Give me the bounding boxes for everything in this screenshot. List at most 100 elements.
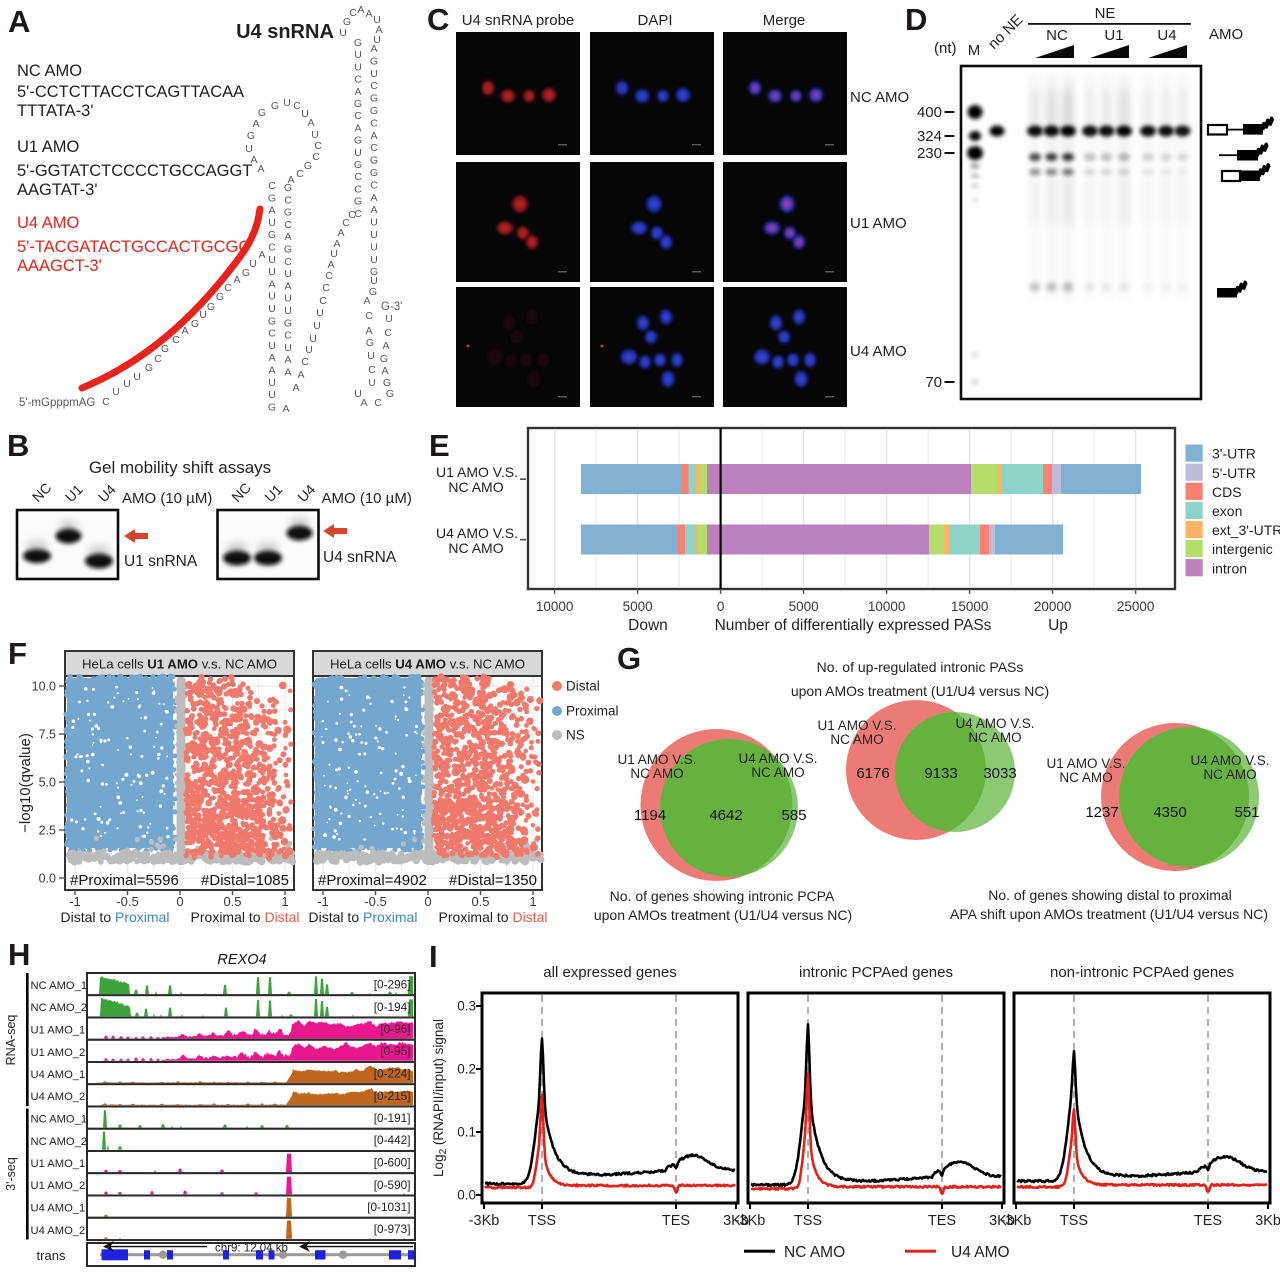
svg-text:Merge: Merge [763, 12, 806, 29]
svg-text:G: G [271, 100, 279, 112]
svg-text:F: F [8, 636, 27, 671]
svg-text:U: U [373, 14, 381, 26]
svg-text:G: G [354, 159, 362, 171]
svg-text:AMO: AMO [1209, 26, 1243, 43]
svg-text:Gel mobility shift assays: Gel mobility shift assays [89, 458, 271, 477]
svg-text:A: A [252, 118, 259, 130]
svg-text:G: G [284, 207, 292, 219]
svg-text:intronic PCPAed genes: intronic PCPAed genes [799, 964, 953, 981]
svg-text:NC AMO_2: NC AMO_2 [31, 1136, 88, 1148]
svg-text:U: U [330, 248, 338, 260]
svg-text:G: G [268, 315, 276, 327]
svg-text:U: U [284, 305, 292, 317]
svg-text:C: C [354, 183, 362, 195]
svg-text:G: G [370, 155, 378, 167]
svg-text:C: C [296, 168, 304, 180]
svg-text:A: A [337, 227, 344, 239]
svg-text:G: G [370, 55, 378, 67]
svg-text:5.0: 5.0 [39, 776, 56, 790]
svg-text:RNA-seq: RNA-seq [4, 1015, 18, 1066]
svg-text:-3Kb: -3Kb [469, 1213, 500, 1229]
svg-text:C: C [284, 194, 292, 206]
svg-text:A: A [370, 204, 377, 216]
svg-text:551: 551 [1234, 804, 1259, 821]
svg-text:U4 AMO V.S.: U4 AMO V.S. [738, 751, 817, 766]
svg-text:NC AMO: NC AMO [830, 732, 883, 747]
svg-text:NC AMO: NC AMO [630, 766, 683, 781]
svg-text:C: C [268, 328, 276, 340]
svg-text:C: C [102, 396, 110, 408]
svg-text:2.5: 2.5 [39, 824, 56, 838]
svg-text:DAPI: DAPI [637, 12, 672, 29]
svg-text:Distal to Proximal: Distal to Proximal [61, 909, 170, 925]
svg-text:G: G [258, 107, 266, 119]
svg-text:0.5: 0.5 [223, 894, 241, 909]
svg-text:U4 snRNA: U4 snRNA [323, 549, 397, 566]
svg-text:U: U [354, 147, 362, 159]
svg-text:C: C [301, 356, 309, 368]
svg-text:[0-590]: [0-590] [374, 1178, 411, 1192]
svg-text:NS: NS [566, 728, 585, 743]
svg-text:G: G [370, 167, 378, 179]
svg-text:-0.5: -0.5 [364, 894, 386, 909]
svg-text:G: G [268, 229, 276, 241]
svg-text:C: C [284, 330, 292, 342]
svg-text:[0-973]: [0-973] [374, 1222, 411, 1236]
svg-text:HeLa cells U1 AMO v.s. NC AMO: HeLa cells U1 AMO v.s. NC AMO [82, 657, 277, 672]
svg-text:3'-seq: 3'-seq [4, 1157, 18, 1191]
svg-text:A: A [365, 325, 372, 337]
svg-text:NC AMO: NC AMO [1203, 767, 1256, 782]
svg-text:0.2: 0.2 [457, 1062, 476, 1077]
svg-text:U: U [370, 68, 378, 80]
svg-text:[0-95]: [0-95] [380, 1044, 410, 1058]
svg-text:U: U [268, 266, 276, 278]
svg-text:C: C [349, 7, 357, 19]
svg-text:U: U [370, 254, 378, 266]
svg-text:U4 snRNA probe: U4 snRNA probe [462, 12, 575, 29]
svg-text:U1: U1 [1104, 27, 1123, 44]
svg-text:Up: Up [1048, 617, 1068, 634]
svg-text:No. of genes showing distal to: No. of genes showing distal to proximal [988, 887, 1232, 903]
svg-text:exon: exon [1212, 503, 1242, 519]
svg-text:upon AMOs treatment (U1/U4 ver: upon AMOs treatment (U1/U4 versus NC) [594, 907, 852, 923]
svg-text:G: G [242, 267, 250, 279]
svg-text:G: G [354, 98, 362, 110]
svg-text:G: G [284, 244, 292, 256]
svg-text:CDS: CDS [1212, 484, 1242, 500]
svg-text:G: G [247, 130, 255, 142]
svg-text:U: U [268, 217, 276, 229]
svg-text:(nt): (nt) [934, 40, 957, 57]
svg-text:A: A [333, 238, 340, 250]
svg-text:-3Kb: -3Kb [1001, 1213, 1032, 1229]
svg-text:AMO (10 µM): AMO (10 µM) [122, 490, 212, 507]
svg-text:U: U [354, 61, 362, 73]
svg-text:G-3': G-3' [381, 301, 402, 313]
svg-text:4350: 4350 [1153, 804, 1186, 821]
svg-text:G: G [354, 135, 362, 147]
svg-text:1: 1 [529, 894, 536, 909]
svg-text:5'-CCTCTTACCTCAGTTACAA: 5'-CCTCTTACCTCAGTTACAA [17, 83, 244, 101]
svg-text:[0-194]: [0-194] [374, 1000, 411, 1014]
svg-text:U1 AMO V.S.: U1 AMO V.S. [1046, 756, 1125, 771]
svg-text:C: C [154, 353, 162, 365]
svg-text:C: C [348, 209, 356, 221]
svg-text:25000: 25000 [1117, 599, 1155, 614]
svg-text:A: A [284, 367, 291, 379]
svg-text:3Kb: 3Kb [989, 1213, 1015, 1229]
svg-text:#Distal=1085: #Distal=1085 [201, 872, 289, 889]
svg-text:A: A [357, 4, 364, 16]
svg-text:U: U [301, 108, 309, 120]
svg-text:C: C [354, 110, 362, 122]
svg-text:-1: -1 [69, 894, 81, 909]
svg-text:Proximal: Proximal [566, 704, 619, 719]
svg-text:U: U [367, 350, 375, 362]
svg-text:0.1: 0.1 [457, 1125, 476, 1140]
svg-text:G: G [304, 160, 312, 172]
svg-text:M: M [968, 42, 981, 59]
svg-text:400: 400 [917, 104, 942, 121]
svg-text:585: 585 [781, 807, 806, 824]
svg-text:10.0: 10.0 [32, 680, 56, 694]
svg-text:G: G [268, 401, 276, 413]
svg-text:NC AMO: NC AMO [784, 1244, 845, 1261]
svg-text:−log10(qvalue): −log10(qvalue) [17, 733, 34, 833]
